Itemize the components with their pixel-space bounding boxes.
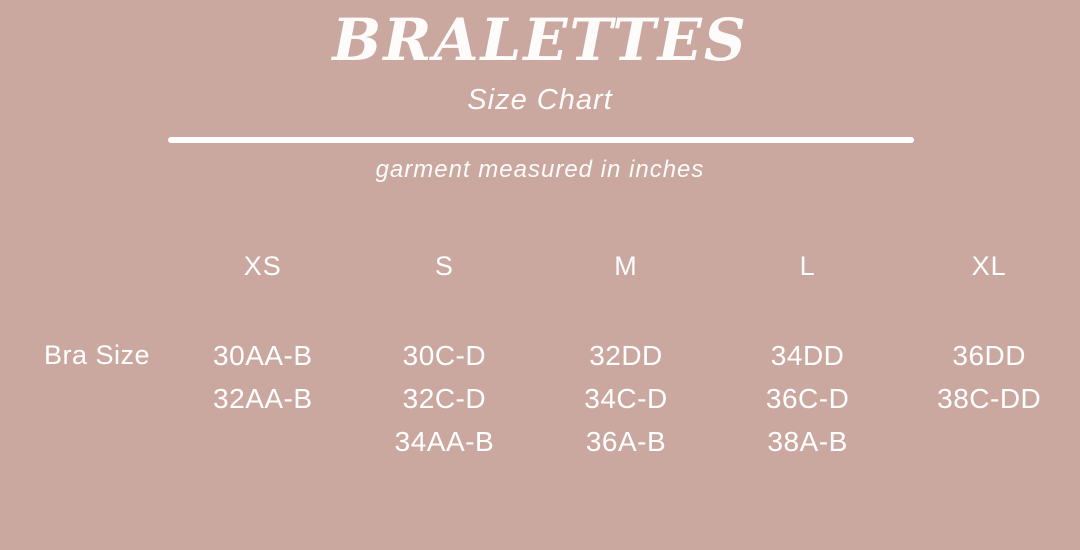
page-subtitle: Size Chart [467,84,613,116]
size-value: 38C-DD [937,383,1042,414]
bra-size-row: Bra Size 30AA-B 32AA-B 30C-D 32C-D 34AA-… [0,334,1080,463]
column-header-xs: XS [243,251,282,281]
page-title: BRALETTES [332,6,748,74]
size-value: 32DD [589,340,663,371]
column-header-l: L [799,251,816,281]
column-header-xl: XL [971,251,1007,281]
values-column-xl: 36DD 38C-DD [898,334,1080,463]
measurement-note: garment measured in inches [375,156,705,183]
column-header-m: M [614,251,638,281]
size-value: 34AA-B [394,426,495,457]
size-value: 32AA-B [213,383,313,414]
column-header-s: S [434,251,454,281]
size-header-row: XS S M L XL [0,249,1080,283]
size-value: 34DD [770,340,845,371]
size-value: 36C-D [765,383,850,414]
size-value: 38A-B [767,426,848,457]
values-column-m: 32DD 34C-D 36A-B [535,334,717,463]
size-value: 32C-D [402,383,487,414]
values-column-s: 30C-D 32C-D 34AA-B [354,334,536,463]
values-column-l: 34DD 36C-D 38A-B [717,334,899,463]
size-value: 30AA-B [213,340,313,371]
size-value: 36DD [952,340,1026,371]
values-column-xs: 30AA-B 32AA-B [172,334,354,463]
divider-rule [168,137,914,143]
size-value: 34C-D [584,383,668,414]
size-value: 36A-B [585,426,667,457]
size-value: 30C-D [402,340,487,371]
row-label-bra-size: Bra Size [43,340,151,370]
header-spacer [0,249,172,283]
